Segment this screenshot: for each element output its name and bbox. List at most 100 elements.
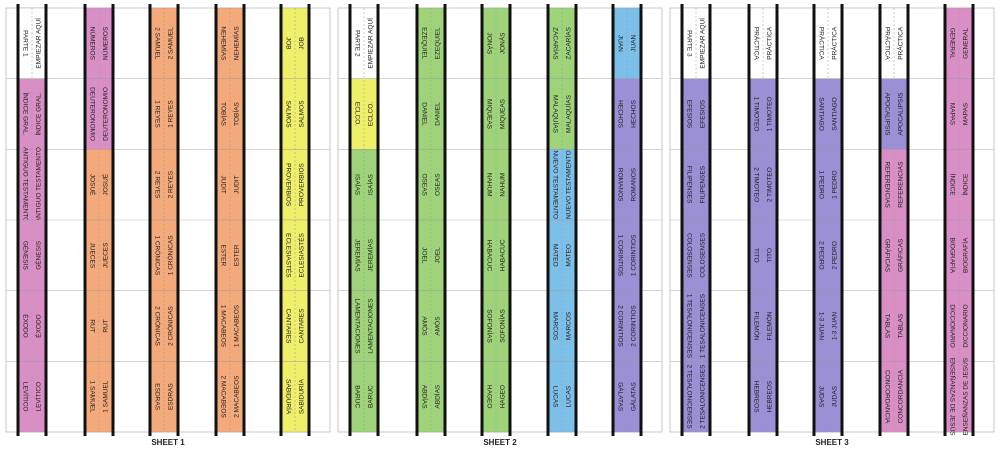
tab-label: TITO <box>752 248 759 263</box>
tab-label: ANTIGUO TESTAMENTO <box>36 147 43 222</box>
tab-label: JOEL <box>420 247 427 264</box>
tab-label: TITO <box>767 248 774 263</box>
tab-label: DANIEL <box>420 102 427 126</box>
tab-label: JOSUÉ <box>101 173 110 195</box>
tab-label: 1 CRÓNICAS <box>153 235 162 275</box>
tab-label: JUAN <box>631 35 638 52</box>
tab-label: ECLCO. <box>353 102 360 126</box>
tab-label: 2 CRÓNICAS <box>153 306 162 346</box>
tab-label: NEHEMÍAS <box>232 26 241 61</box>
tab-label: PRÁCTICA <box>752 27 761 61</box>
tab-label: GÉNESIS <box>34 240 43 270</box>
tab-label: 2 TIMOTEO <box>752 167 759 202</box>
tab-label: 1 REYES <box>168 100 175 128</box>
tab-label: ESTER <box>219 244 226 266</box>
tab-label: JOSUÉ <box>88 174 97 196</box>
tab-label: 2 PEDRO <box>832 241 839 270</box>
tab-label: HAGEO <box>485 385 492 408</box>
tab-label: 2 CRÓNICAS <box>166 305 175 345</box>
tab-label: ISAÍAS <box>366 174 375 196</box>
tab-label: 1 TIMOTEO <box>767 97 774 132</box>
tab-label: PRÁCTICA <box>830 26 839 60</box>
tab-label: JUDIT <box>234 175 241 193</box>
tab-label: EMPIEZAR AQUÍ <box>366 18 375 69</box>
tab-label: MIQUEAS <box>485 99 492 130</box>
tab-label: MIQUEAS <box>500 98 507 129</box>
tab-label: DEUTERONOMIO <box>88 87 95 141</box>
tab-label: TABLAS <box>883 314 890 339</box>
tab-label: LEVÍTICO <box>21 382 30 412</box>
tab-label: TOBÍAS <box>219 102 228 126</box>
tab-label: ZACARÍAS <box>551 27 560 60</box>
tab-label: ÍNDICE GRAL. <box>21 92 30 136</box>
tab-label: JOB <box>284 37 291 50</box>
tab-label: DANIEL <box>435 102 442 126</box>
tab-label: SANTIAGO <box>817 97 824 131</box>
tab-label: LUCAS <box>551 386 558 408</box>
tab-label: GÁLATAS <box>616 382 625 412</box>
tab-cell <box>748 219 778 291</box>
tab-label: 1 TESALONICENSES <box>700 293 707 358</box>
tab-label: PARTE 3 <box>685 30 692 57</box>
tab-label: SALMOS <box>299 100 306 128</box>
tab-label: FILIPENSES <box>700 165 707 203</box>
tab-label: 1 CORINTIOS <box>616 235 623 277</box>
tab-label: MATEO <box>551 244 558 267</box>
tab-label: DEUTERONOMIO <box>103 87 110 141</box>
tab-label: PRÁCTICA <box>883 27 892 61</box>
tab-label: 2 MACABEOS <box>234 375 241 418</box>
tab-label: HABACUC <box>485 239 492 271</box>
tab-label: PRÁCTICA <box>765 26 774 60</box>
tab-label: 1 PEDRO <box>817 170 824 199</box>
tab-label: SOFONÍAS <box>485 309 494 343</box>
tab-label: ISAÍAS <box>353 174 362 196</box>
tab-label: ÉXODO <box>34 314 43 337</box>
tab-label: MALAQUÍAS <box>564 94 573 133</box>
tab-label: EFESIOS <box>700 99 707 128</box>
tab-label: 1 TIMOTEO <box>752 97 759 132</box>
tab-label: ROMANOS <box>631 167 638 201</box>
tab-label: PARTE 2 <box>353 30 360 57</box>
tab-label: FILEMÓN <box>752 312 761 341</box>
tab-label: 1-3 JUAN <box>832 312 839 340</box>
tab-label: BIOGRAFÍA <box>948 238 957 274</box>
tab-label: 1 CRÓNICAS <box>166 235 175 275</box>
tab-label: NEHEMÍAS <box>219 26 228 61</box>
tab-label: JUDAS <box>832 385 839 407</box>
tab-label: 2 CORINTIOS <box>631 305 638 347</box>
tab-label: EZEQUIEL <box>420 27 427 60</box>
tab-cell <box>149 219 179 291</box>
tab-label: GRÁFICAS <box>883 239 892 273</box>
tab-label: LUCAS <box>566 385 573 407</box>
tab-label: 1 MACABEOS <box>234 304 241 347</box>
tab-label: HEBREOS <box>752 381 759 413</box>
tab-label: PROVERBIOS <box>284 163 291 207</box>
tab-label: BARUC <box>353 385 360 408</box>
tab-label: SABIDURÍA <box>284 379 293 415</box>
tab-label: JUDIT <box>219 175 226 193</box>
tab-label: MATEO <box>566 244 573 267</box>
tab-label: JOB <box>299 37 306 50</box>
tab-label: HEBREOS <box>767 380 774 412</box>
tab-cell <box>481 219 511 291</box>
tab-label: PRÁCTICA <box>896 26 905 60</box>
tab-label: REFERENCIAS <box>898 161 905 208</box>
tab-label: COLOSENSES <box>685 233 692 278</box>
tab-cell <box>944 7 974 79</box>
tab-label: 1 REYES <box>153 100 160 128</box>
tab-label: SANTIAGO <box>832 97 839 131</box>
tab-label: APOCALIPSIS <box>883 93 890 137</box>
tab-label: GÁLATAS <box>629 381 638 411</box>
tab-label: NÚMEROS <box>101 26 110 60</box>
tab-label: ECLESIASTÉS <box>284 233 293 278</box>
tab-label: ÍNDICE <box>961 173 970 196</box>
tab-label: 2 CORINTIOS <box>616 305 623 347</box>
tab-label: AMÓS <box>420 316 429 336</box>
tab-label: EZEQUIEL <box>435 27 442 60</box>
tab-label: TOBÍAS <box>232 101 241 125</box>
tab-label: FILEMÓN <box>765 311 774 340</box>
tab-label: OSEAS <box>420 173 427 196</box>
tab-label: GENERAL <box>963 27 970 58</box>
tab-cell <box>879 219 909 291</box>
tab-label: 2 REYES <box>168 170 175 198</box>
